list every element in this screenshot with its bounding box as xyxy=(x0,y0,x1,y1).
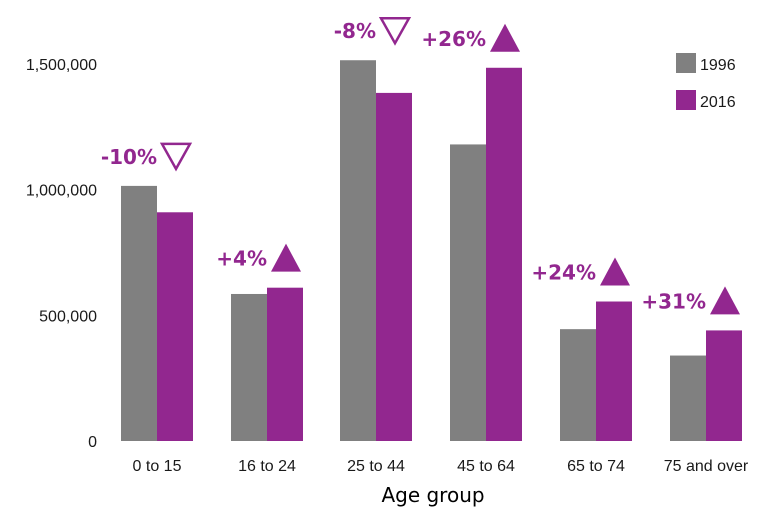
down-arrow-icon xyxy=(378,16,412,46)
bar-2016-4 xyxy=(596,301,632,441)
y-tick-label: 1,500,000 xyxy=(26,57,97,74)
legend: 1996 2016 xyxy=(676,53,736,111)
bar-2016-0 xyxy=(157,212,193,441)
bar-1996-0 xyxy=(121,185,157,441)
legend-swatch-1996 xyxy=(676,53,696,73)
change-annotation: +24% xyxy=(531,257,630,286)
up-arrow-icon xyxy=(710,286,740,315)
bar-2016-1 xyxy=(267,287,303,441)
change-label: +4% xyxy=(216,247,267,271)
x-tick-label: 45 to 64 xyxy=(457,458,515,475)
x-tick-label: 65 to 74 xyxy=(567,458,625,475)
y-axis: 0 500,000 1,000,000 1,500,000 xyxy=(26,57,97,451)
bar-2016-3 xyxy=(486,67,522,442)
bars xyxy=(121,60,742,442)
x-tick-label: 75 and over xyxy=(664,458,749,475)
y-tick-label: 1,000,000 xyxy=(26,183,97,200)
change-label: -8% xyxy=(334,19,376,43)
change-label: +26% xyxy=(421,27,486,51)
down-arrow-icon xyxy=(159,142,193,172)
bar-2016-2 xyxy=(376,92,412,442)
bar-1996-2 xyxy=(340,60,376,441)
up-arrow-icon xyxy=(271,243,301,272)
x-tick-label: 0 to 15 xyxy=(133,458,182,475)
y-tick-label: 0 xyxy=(88,434,97,451)
legend-label-1996: 1996 xyxy=(700,57,736,74)
up-arrow-icon xyxy=(600,257,630,286)
change-annotation: -10% xyxy=(101,142,193,172)
bar-1996-3 xyxy=(450,144,486,441)
bar-1996-4 xyxy=(560,329,596,441)
x-tick-label: 25 to 44 xyxy=(347,458,405,475)
change-annotation: -8% xyxy=(334,16,412,46)
x-tick-label: 16 to 24 xyxy=(238,458,296,475)
change-label: +31% xyxy=(641,289,706,313)
change-label: -10% xyxy=(101,145,157,169)
legend-label-2016: 2016 xyxy=(700,94,736,111)
y-tick-label: 500,000 xyxy=(39,308,97,325)
legend-swatch-2016 xyxy=(676,90,696,110)
bar-2016-5 xyxy=(706,330,742,441)
change-annotation: +31% xyxy=(641,286,740,315)
change-label: +24% xyxy=(531,261,596,285)
change-annotations: -10% +4% -8% +26% +24% +31% xyxy=(101,16,740,315)
x-axis: 0 to 15 16 to 24 25 to 44 45 to 64 65 to 74 7… xyxy=(133,458,749,475)
change-annotation: +26% xyxy=(421,23,520,52)
x-axis-title: Age group xyxy=(381,483,484,507)
bar-1996-1 xyxy=(231,293,267,441)
change-annotation: +4% xyxy=(216,243,301,272)
up-arrow-icon xyxy=(490,23,520,52)
bar-1996-5 xyxy=(670,355,706,441)
